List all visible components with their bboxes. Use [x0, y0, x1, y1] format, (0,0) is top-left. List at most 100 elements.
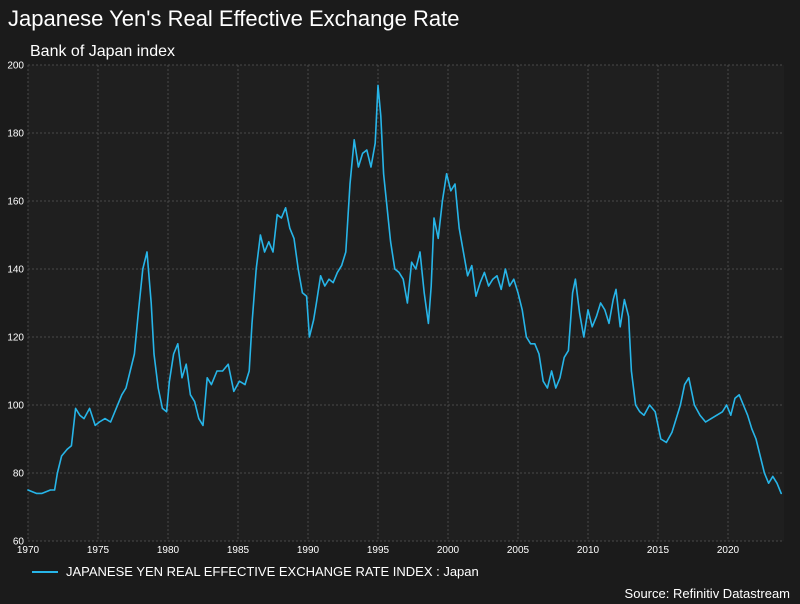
data-point — [398, 271, 400, 273]
data-point — [649, 404, 651, 406]
data-point — [94, 424, 96, 426]
data-point — [688, 377, 690, 379]
data-point — [244, 384, 246, 386]
data-point — [504, 268, 506, 270]
data-point — [454, 183, 456, 185]
legend-label: JAPANESE YEN REAL EFFECTIVE EXCHANGE RAT… — [66, 564, 479, 579]
data-point — [559, 377, 561, 379]
data-point — [210, 384, 212, 386]
data-point — [780, 492, 782, 494]
data-point — [173, 353, 175, 355]
data-point — [336, 271, 338, 273]
data-point — [450, 190, 452, 192]
data-point — [716, 414, 718, 416]
data-point — [332, 282, 334, 284]
data-point — [500, 288, 502, 290]
data-point — [665, 441, 668, 443]
data-point — [675, 418, 677, 420]
data-point — [385, 200, 387, 202]
data-point — [579, 312, 581, 314]
data-point — [202, 424, 204, 426]
data-point — [166, 411, 168, 413]
data-point — [542, 380, 544, 382]
y-tick-label: 200 — [7, 61, 24, 72]
data-point — [313, 319, 315, 321]
data-point — [75, 407, 77, 409]
data-point — [374, 142, 376, 144]
data-point — [679, 404, 682, 406]
chart-subtitle: Bank of Japan index — [30, 43, 175, 60]
data-point — [138, 309, 140, 311]
data-point — [110, 421, 112, 423]
data-point — [129, 370, 131, 372]
data-point — [619, 326, 621, 328]
data-point — [315, 302, 317, 304]
data-point — [546, 387, 549, 389]
data-point — [483, 271, 485, 273]
data-point — [772, 475, 774, 477]
data-point — [411, 261, 413, 263]
legend: JAPANESE YEN REAL EFFECTIVE EXCHANGE RAT… — [32, 564, 479, 579]
data-point — [467, 275, 469, 277]
data-point — [462, 251, 464, 253]
data-point — [591, 326, 593, 328]
data-point — [306, 295, 308, 297]
data-point — [630, 370, 633, 372]
source-note: Source: Refinitiv Datastream — [624, 586, 790, 601]
data-point — [423, 292, 425, 294]
x-tick-label: 1990 — [297, 545, 320, 556]
x-tick-label: 2000 — [437, 545, 460, 556]
data-point — [755, 438, 757, 440]
x-tick-label: 1970 — [17, 545, 40, 556]
data-point — [394, 268, 396, 270]
data-point — [285, 207, 287, 209]
x-tick-label: 1975 — [87, 545, 110, 556]
data-point — [142, 268, 144, 270]
y-tick-label: 180 — [7, 129, 24, 140]
data-point — [293, 237, 295, 239]
y-tick-label: 80 — [13, 469, 25, 480]
data-point — [604, 309, 606, 311]
series-layer — [27, 84, 783, 495]
data-point — [759, 455, 761, 457]
data-point — [259, 234, 261, 236]
data-point — [238, 380, 240, 382]
data-point — [734, 397, 736, 399]
data-point — [70, 445, 72, 447]
data-point — [357, 166, 359, 168]
data-point — [54, 489, 56, 491]
data-point — [276, 214, 278, 216]
y-tick-label: 60 — [13, 537, 25, 548]
data-point — [738, 394, 740, 396]
data-point — [563, 356, 565, 358]
data-point — [419, 251, 421, 253]
data-point — [133, 353, 135, 355]
x-axis-tick-labels: 1970 1975 1980 1985 1990 1995 2000 2005 2010 2015… — [17, 545, 740, 556]
data-point — [693, 404, 696, 406]
data-point — [475, 295, 477, 297]
data-point — [324, 285, 326, 287]
data-point — [671, 431, 673, 433]
data-point — [747, 414, 749, 416]
data-point — [427, 322, 429, 324]
data-point — [297, 268, 299, 270]
x-tick-label: 2005 — [507, 545, 530, 556]
data-point — [612, 299, 614, 301]
data-point — [555, 387, 557, 389]
data-point — [433, 217, 435, 219]
data-point — [406, 302, 408, 304]
data-point — [710, 418, 712, 420]
data-point — [83, 418, 85, 420]
data-point — [35, 492, 38, 494]
data-point — [635, 404, 637, 406]
data-point — [430, 285, 432, 287]
data-point — [768, 482, 770, 484]
data-point — [41, 492, 43, 494]
data-point — [189, 394, 191, 396]
data-point — [534, 343, 536, 345]
data-point — [583, 336, 585, 338]
data-point — [98, 421, 100, 423]
data-point — [27, 489, 29, 491]
data-point — [185, 363, 187, 365]
